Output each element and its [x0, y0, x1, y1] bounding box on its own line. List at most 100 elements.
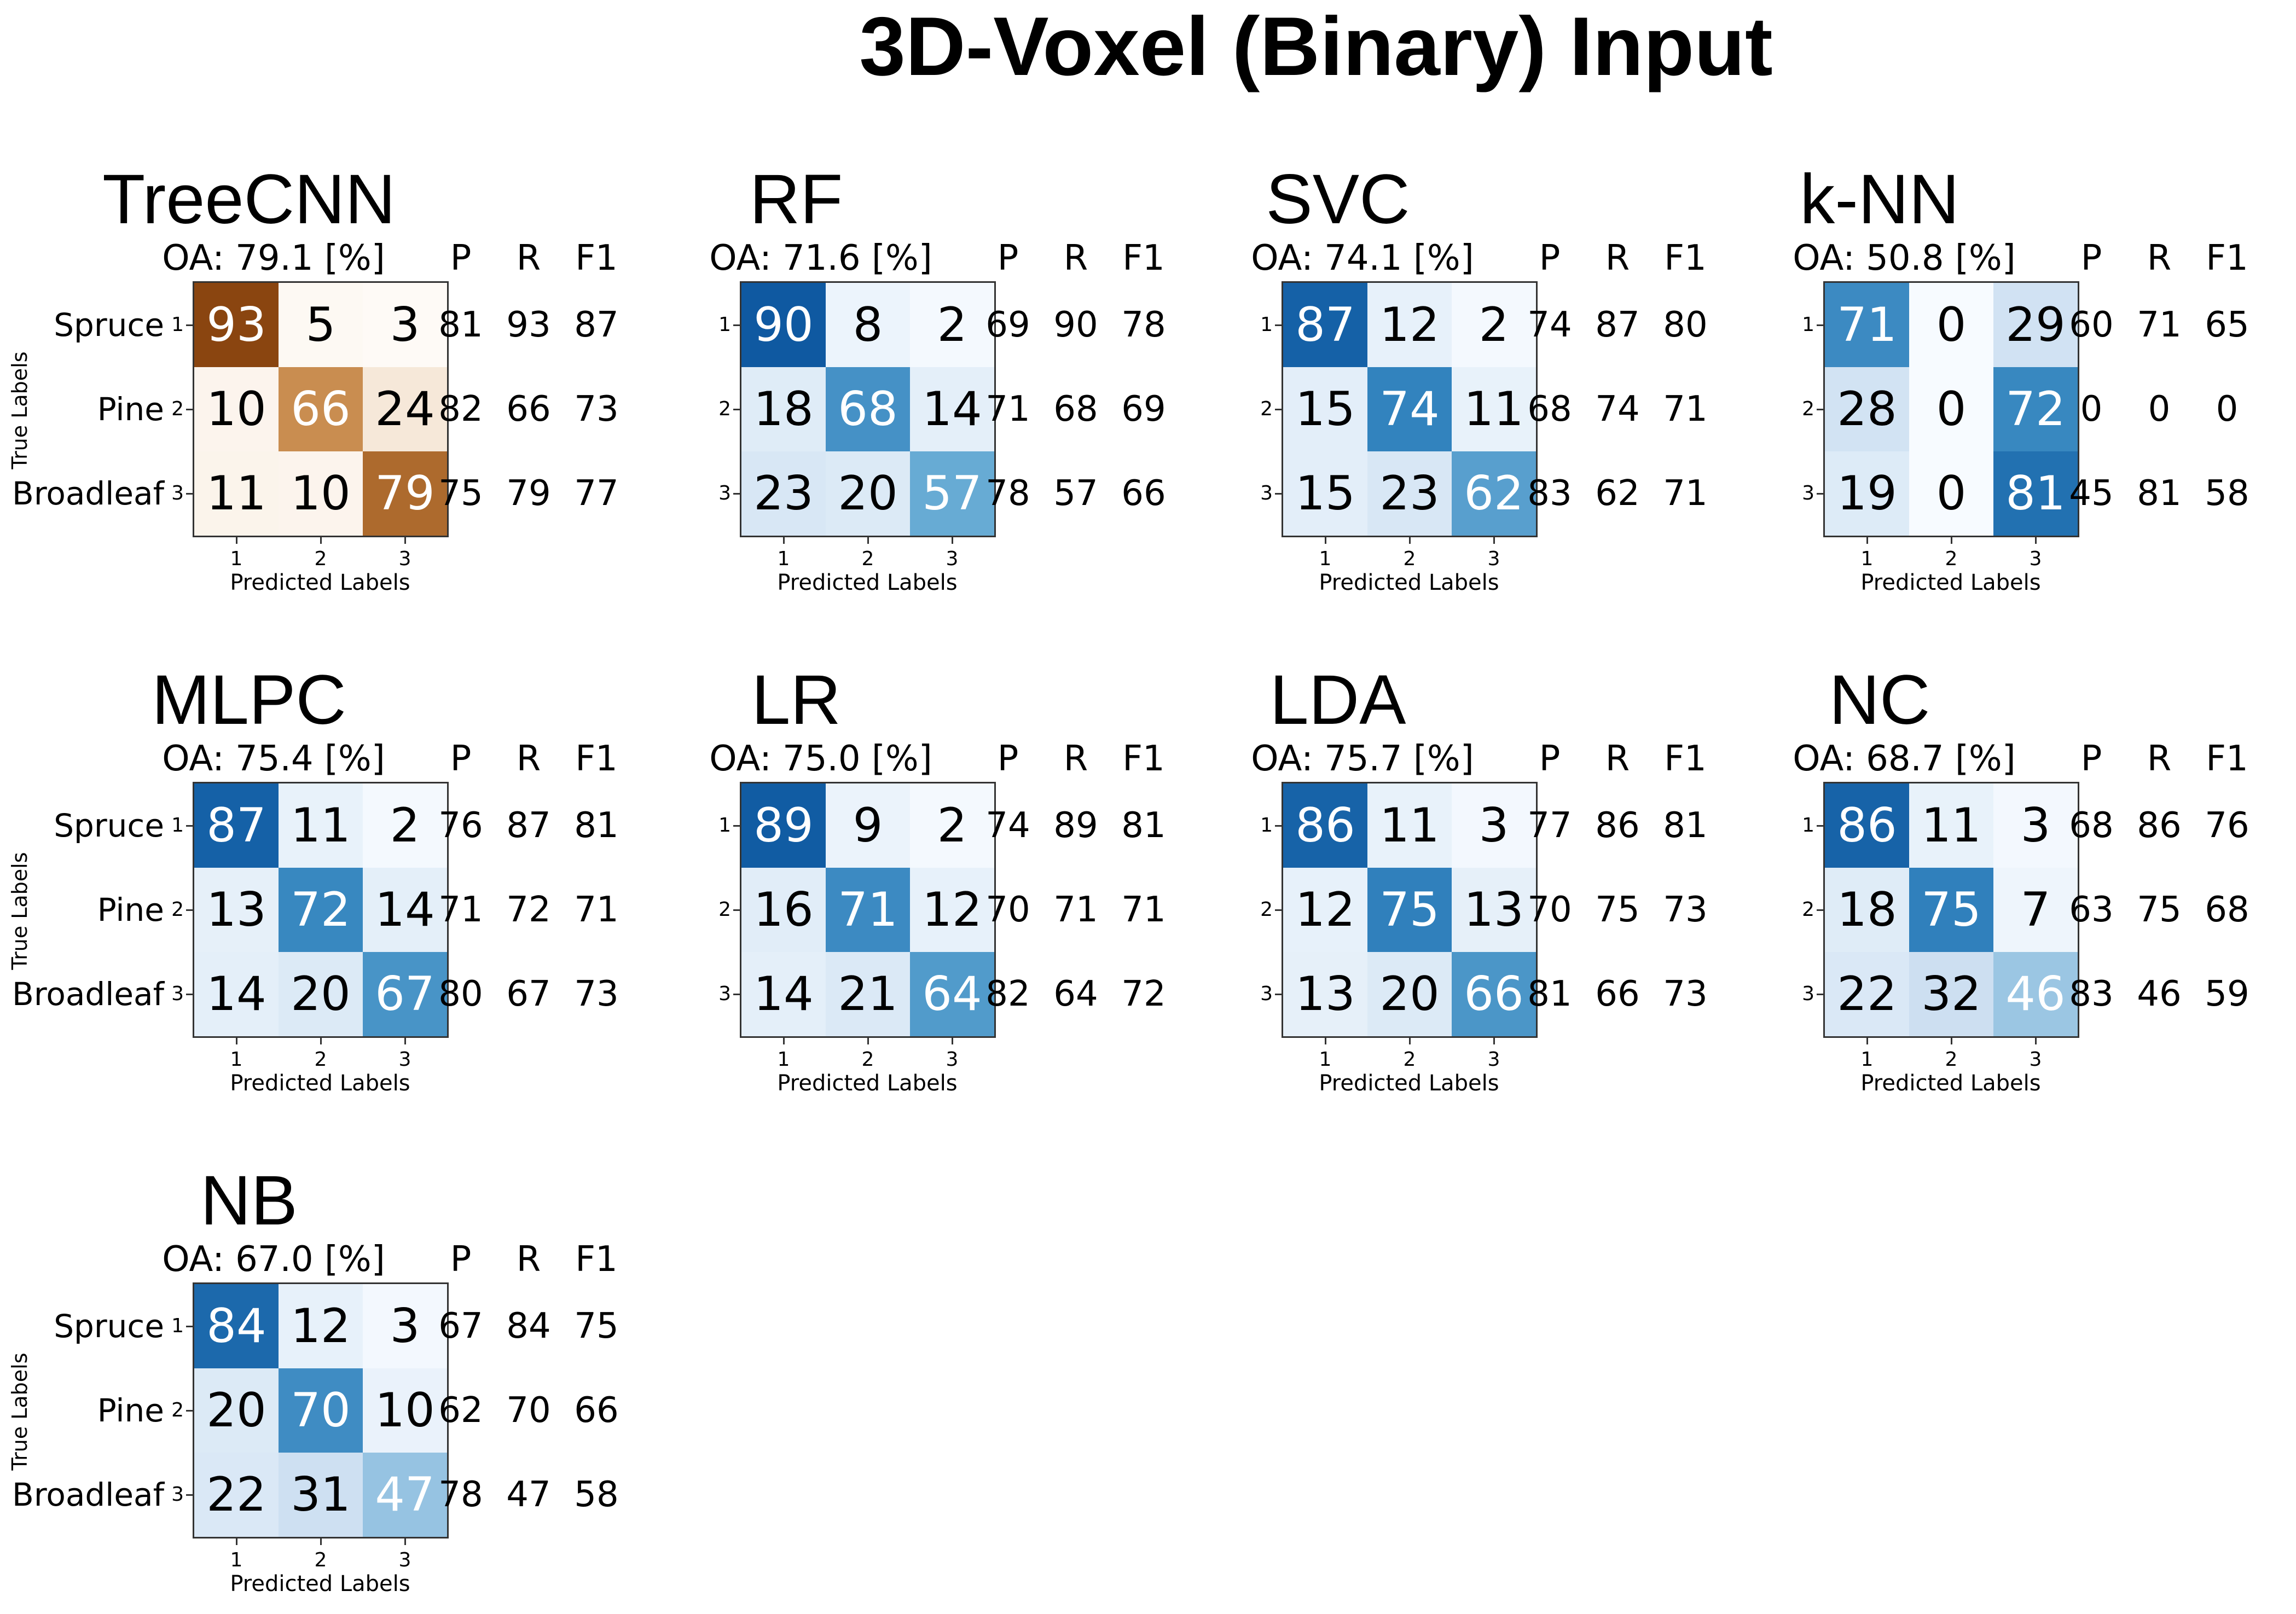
matrix-cell: 0: [1909, 451, 1993, 536]
row-tick-label: 1: [1802, 814, 1814, 837]
matrix-cell: 79: [363, 451, 447, 536]
metric-value-f1: 59: [2205, 974, 2249, 1014]
matrix-cell: 75: [1367, 868, 1452, 952]
matrix-cell: 2: [1452, 283, 1536, 367]
metric-value-p: 82: [985, 974, 1030, 1014]
matrix-cell: 7: [1993, 868, 2078, 952]
matrix-cell: 19: [1825, 451, 1909, 536]
panel-title: LDA: [1269, 661, 1406, 739]
row-tick-mark: [1817, 909, 1823, 911]
row-tick-mark: [186, 1326, 193, 1327]
row-tick-mark: [1275, 994, 1282, 995]
row-tick-mark: [1817, 994, 1823, 995]
matrix-cell: 14: [741, 952, 826, 1036]
confusion-matrix-panel: RF OA: 71.6 [%] P R F1 90 8 2 18 68 14 23 20 57 1 69 90 7…: [547, 164, 1166, 613]
matrix-cell: 86: [1283, 783, 1367, 868]
confusion-matrix-panel: NB OA: 67.0 [%] P R F1 84 12 3 20 70 10 22 31 47 Spruc…: [0, 1162, 619, 1614]
col-tick-label: 3: [2029, 1048, 2042, 1071]
matrix-cell: 10: [279, 451, 363, 536]
overall-accuracy-label: OA: 50.8 [%]: [1793, 238, 2016, 278]
metric-value-f1: 73: [574, 389, 619, 429]
col-tick-mark: [867, 1038, 869, 1044]
matrix-cell: 3: [363, 1284, 447, 1368]
col-tick-label: 1: [230, 1048, 243, 1071]
matrix-cell: 3: [363, 283, 447, 367]
metric-value-r: 72: [506, 890, 551, 930]
matrix-cell: 22: [1825, 952, 1909, 1036]
metric-value-f1: 68: [2205, 890, 2249, 930]
metric-header-f1: F1: [2206, 739, 2248, 779]
matrix-cell: 9: [826, 783, 910, 868]
metric-value-p: 78: [985, 473, 1030, 514]
row-tick-label: 3: [1802, 482, 1814, 504]
col-tick-mark: [783, 537, 785, 544]
matrix-cell: 32: [1909, 952, 1993, 1036]
col-tick-mark: [320, 1538, 322, 1545]
row-tick-mark: [733, 825, 740, 827]
col-tick-mark: [236, 537, 237, 544]
matrix-cell: 67: [363, 952, 447, 1036]
metric-value-f1: 78: [1121, 305, 1166, 345]
row-tick-mark: [1275, 825, 1282, 827]
x-axis-label: Predicted Labels: [1860, 570, 2041, 595]
metric-header-r: R: [1063, 238, 1088, 278]
metric-value-p: 71: [438, 890, 483, 930]
figure-title: 3D-Voxel (Binary) Input: [859, 0, 1773, 93]
matrix-cell: 66: [279, 367, 363, 451]
metric-value-f1: 66: [1121, 473, 1166, 514]
row-tick-mark: [733, 324, 740, 326]
matrix-cell: 13: [1452, 868, 1536, 952]
col-tick-label: 3: [398, 1549, 411, 1571]
metric-value-f1: 73: [574, 974, 619, 1014]
panel-title: k-NN: [1800, 160, 1959, 239]
row-tick-mark: [733, 409, 740, 410]
matrix-cell: 0: [1909, 367, 1993, 451]
overall-accuracy-label: OA: 71.6 [%]: [709, 238, 932, 278]
metric-value-r: 75: [2137, 890, 2182, 930]
matrix-cell: 68: [826, 367, 910, 451]
matrix-cell: 81: [1993, 451, 2078, 536]
col-tick-mark: [952, 537, 953, 544]
col-tick-mark: [1409, 537, 1411, 544]
row-tick-label: 1: [718, 313, 731, 336]
col-tick-mark: [2035, 1038, 2037, 1044]
row-tick-label: 3: [718, 482, 731, 504]
x-axis-label: Predicted Labels: [1860, 1071, 2041, 1096]
col-tick-label: 3: [1487, 1048, 1500, 1071]
col-tick-mark: [404, 1038, 406, 1044]
metric-value-f1: 71: [1663, 473, 1708, 514]
confusion-matrix: 87 11 2 13 72 14 14 20 67: [193, 782, 449, 1038]
matrix-cell: 5: [279, 283, 363, 367]
row-label-spruce: Spruce: [54, 807, 164, 844]
matrix-cell: 8: [826, 283, 910, 367]
matrix-cell: 70: [279, 1368, 363, 1453]
matrix-cell: 86: [1825, 783, 1909, 868]
metric-header-f1: F1: [1664, 739, 1707, 779]
metric-value-p: 83: [1527, 473, 1572, 514]
row-label-pine: Pine: [97, 1392, 164, 1429]
matrix-cell: 12: [910, 868, 994, 952]
x-axis-label: Predicted Labels: [230, 570, 410, 595]
matrix-cell: 74: [1367, 367, 1452, 451]
matrix-cell: 23: [741, 451, 826, 536]
matrix-cell: 22: [194, 1453, 279, 1537]
panel-title: SVC: [1266, 160, 1410, 239]
overall-accuracy-label: OA: 75.4 [%]: [162, 739, 385, 779]
metric-value-f1: 81: [1121, 805, 1166, 846]
metric-value-p: 74: [1527, 305, 1572, 345]
metric-value-p: 62: [438, 1390, 483, 1431]
metric-header-f1: F1: [1122, 739, 1165, 779]
metric-value-r: 86: [1595, 805, 1640, 846]
row-tick-mark: [186, 909, 193, 911]
matrix-cell: 57: [910, 451, 994, 536]
row-tick-label: 2: [1260, 898, 1273, 921]
metric-value-p: 71: [985, 389, 1030, 429]
metric-value-f1: 71: [574, 890, 619, 930]
col-tick-label: 1: [777, 1048, 790, 1071]
matrix-cell: 29: [1993, 283, 2078, 367]
panel-title: NB: [200, 1162, 298, 1240]
x-axis-label: Predicted Labels: [1319, 1071, 1499, 1096]
matrix-cell: 31: [279, 1453, 363, 1537]
metric-value-p: 67: [438, 1306, 483, 1346]
metric-value-p: 70: [1527, 890, 1572, 930]
